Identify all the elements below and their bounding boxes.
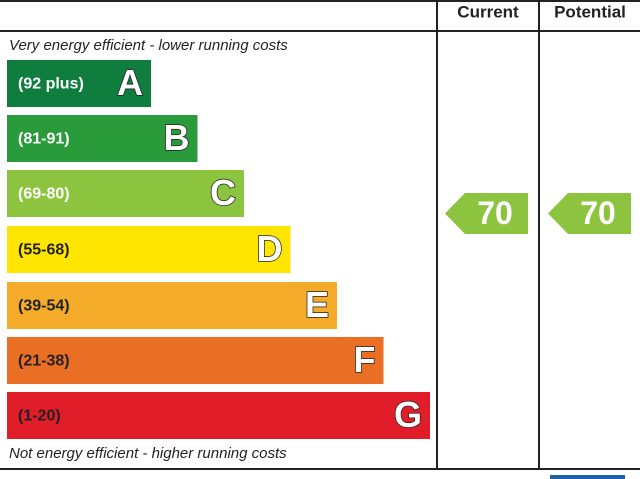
bottom-note: Not energy efficient - higher running co… [9,445,287,462]
scroll-hint [550,475,625,479]
band-bar [7,392,430,439]
band-bar [7,337,384,384]
band-range: (55-68) [18,242,70,259]
band-range: (21-38) [18,353,70,370]
column-header: Current [457,2,519,21]
band-letter: C [210,172,236,213]
band-letter: A [117,62,143,103]
band-letter: B [164,117,190,158]
band-bar [7,170,244,217]
rating-value: 70 [580,195,616,231]
band-letter: F [354,339,376,380]
top-note: Very energy efficient - lower running co… [9,37,288,54]
column-header: Potential [554,2,626,21]
band-range: (81-91) [18,131,70,148]
band-bar [7,60,151,107]
band-bar [7,226,291,273]
band-letter: G [394,394,422,435]
band-letter: E [305,284,329,325]
rating-arrow [445,193,528,234]
band-range: (92 plus) [18,76,84,93]
rating-arrow [548,193,631,234]
band-bar [7,115,198,162]
band-bar [7,282,337,329]
band-range: (1-20) [18,408,61,425]
band-range: (39-54) [18,298,70,315]
rating-value: 70 [477,195,513,231]
band-letter: D [257,228,283,269]
band-range: (69-80) [18,186,70,203]
